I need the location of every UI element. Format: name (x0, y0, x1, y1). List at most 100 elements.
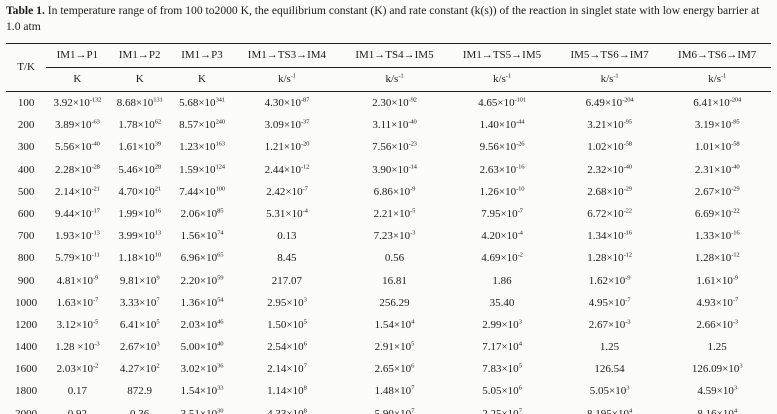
value-cell: 7.56×10-23 (372, 140, 417, 154)
table-caption: Table 1. In temperature range of from 10… (6, 3, 771, 36)
column-header: IM1→P2 (108, 43, 171, 68)
temperature-cell: 700 (17, 230, 35, 243)
temperature-cell: 2000 (15, 407, 38, 414)
row-header-tk: T/K (6, 43, 47, 92)
value-cell: 3.09×10-37 (264, 118, 310, 132)
value-cell: 1.48×107 (374, 384, 415, 398)
value-cell: 6.72×10-22 (587, 207, 632, 220)
value-cell: 2.21×10-5 (373, 207, 416, 220)
value-cell: 1.26×10-10 (479, 185, 525, 198)
value-cell: 126.09×103 (691, 362, 743, 376)
value-cell: 1.63×10-7 (56, 296, 99, 309)
unit-header: k/s-1 (663, 67, 771, 92)
temperature-cell: 1600 (15, 363, 38, 376)
value-cell: 2.30×10-92 (372, 96, 417, 109)
value-cell: 5.31×10-4 (266, 207, 308, 220)
value-cell: 1.02×10-58 (587, 140, 632, 154)
value-cell: 2.67×103 (119, 340, 160, 354)
unit-header: K (46, 67, 109, 92)
value-cell: 3.02×1036 (180, 362, 224, 376)
value-cell: 8.195×104 (587, 406, 633, 414)
value-cell: 2.67×10-3 (588, 318, 631, 331)
value-cell: 4.95×10-7 (588, 296, 631, 309)
value-cell: 872.9 (127, 385, 153, 398)
table-row: 900 4.81×10-9 9.81×109 2.20×1059 217.07 16.81… (6, 269, 771, 291)
value-cell: 1.50×105 (267, 318, 307, 331)
table-row: 700 1.93×10-13 3.99×1013 1.56×1074 0.13 7.23×… (6, 225, 771, 247)
value-cell: 1.28×10-12 (587, 251, 632, 265)
value-cell: 1.14×108 (267, 384, 307, 398)
table-row: 1400 1.28 ×10-3 2.67×103 5.00×1040 2.54×106 2… (6, 336, 771, 358)
value-cell: 9.56×10-26 (479, 140, 525, 154)
value-cell: 2.66×10-3 (696, 318, 738, 331)
value-cell: 4.93×10-7 (696, 296, 738, 309)
value-cell: 1.34×10-16 (587, 229, 632, 243)
table-row: 600 9.44×10-17 1.99×1016 2.06×1085 5.31×10-4… (6, 203, 771, 225)
temperature-cell: 300 (17, 141, 35, 154)
value-cell: 3.21×10-95 (587, 118, 632, 132)
value-cell: 2.20×1059 (180, 273, 224, 287)
value-cell: 1.61×10-9 (696, 273, 738, 287)
value-cell: 5.90×107 (374, 406, 415, 414)
value-cell: 1.61×1039 (118, 140, 161, 154)
unit-header: K (170, 67, 234, 92)
value-cell: 1.40×10-44 (479, 118, 525, 132)
table-row: 1800 0.17 872.9 1.54×1033 1.14×108 1.48×107 5.… (6, 380, 771, 402)
value-cell: 2.42×10-7 (266, 185, 308, 198)
table-row: 300 5.56×10-40 1.61×1039 1.23×10163 1.21×10-… (6, 136, 771, 158)
table-body: 100 3.92×10-132 8.68×10131 5.68×10341 4.30×1… (6, 91, 771, 414)
value-cell: 5.00×1040 (180, 340, 224, 354)
value-cell: 3.89×10-63 (55, 118, 100, 132)
value-cell: 126.54 (594, 363, 625, 376)
temperature-cell: 1200 (15, 318, 38, 331)
value-cell: 7.95×10-7 (481, 207, 523, 220)
value-cell: 2.91×105 (374, 340, 415, 354)
value-cell: 4.70×1021 (118, 185, 161, 198)
temperature-cell: 1000 (15, 296, 38, 309)
value-cell: 1.78×1062 (118, 118, 161, 132)
value-cell: 5.68×10341 (179, 96, 225, 109)
value-cell: 3.51×1030 (180, 406, 224, 414)
column-header: IM1→P1 (46, 43, 109, 68)
value-cell: 9.44×10-17 (55, 207, 100, 220)
temperature-cell: 200 (17, 119, 35, 132)
column-header: IM1→TS3→IM4 (233, 43, 341, 68)
value-cell: 6.69×10-22 (694, 207, 740, 220)
value-cell: 2.03×1046 (180, 318, 224, 331)
value-cell: 2.03×10-2 (56, 362, 99, 376)
unit-header: k/s-1 (233, 67, 341, 92)
value-cell: 217.07 (271, 274, 303, 287)
table-row: 500 2.14×10-21 4.70×1021 7.44×10100 2.42×10-… (6, 181, 771, 203)
value-cell: 1.99×1016 (118, 207, 161, 220)
value-cell: 2.99×103 (482, 318, 522, 331)
value-cell: 7.83×105 (482, 362, 522, 376)
value-cell: 4.69×10-2 (481, 251, 523, 265)
value-cell: 16.81 (382, 274, 407, 287)
value-cell: 6.96×1065 (180, 251, 224, 265)
table-row: 400 2.28×10-28 5.46×1028 1.59×10124 2.44×10-… (6, 158, 771, 180)
value-cell: 1.93×10-13 (55, 229, 100, 243)
value-cell: 1.21×10-20 (264, 140, 310, 154)
value-cell: 2.14×10-21 (55, 185, 100, 198)
value-cell: 1.86 (492, 274, 512, 287)
value-cell: 256.29 (379, 296, 410, 309)
table-row: 1200 3.12×10-5 6.41×105 2.03×1046 1.50×105 1.… (6, 314, 771, 336)
column-header: IM1→P3 (170, 43, 234, 68)
value-cell: 2.68×10-29 (587, 185, 632, 198)
temperature-cell: 400 (17, 163, 35, 176)
value-cell: 1.28×10-12 (694, 251, 740, 265)
value-cell: 8.57×10240 (179, 118, 225, 132)
value-cell: 0.13 (277, 230, 297, 243)
column-header: IM1→TS5→IM5 (448, 43, 556, 68)
value-cell: 1.25 (599, 341, 620, 354)
temperature-cell: 500 (17, 185, 35, 198)
value-cell: 2.54×106 (267, 340, 307, 354)
table-row: 800 5.79×10-11 1.18×1010 6.96×1065 8.45 0.56 4… (6, 247, 771, 269)
temperature-cell: 100 (17, 97, 35, 109)
value-cell: 3.19×10-95 (694, 118, 740, 132)
value-cell: 3.90×10-14 (372, 162, 417, 176)
unit-header: k/s-1 (555, 67, 664, 92)
value-cell: 3.99×1013 (118, 229, 161, 243)
temperature-cell: 900 (17, 274, 35, 287)
table-row: 1600 2.03×10-2 4.27×102 3.02×1036 2.14×107 2.… (6, 358, 771, 380)
